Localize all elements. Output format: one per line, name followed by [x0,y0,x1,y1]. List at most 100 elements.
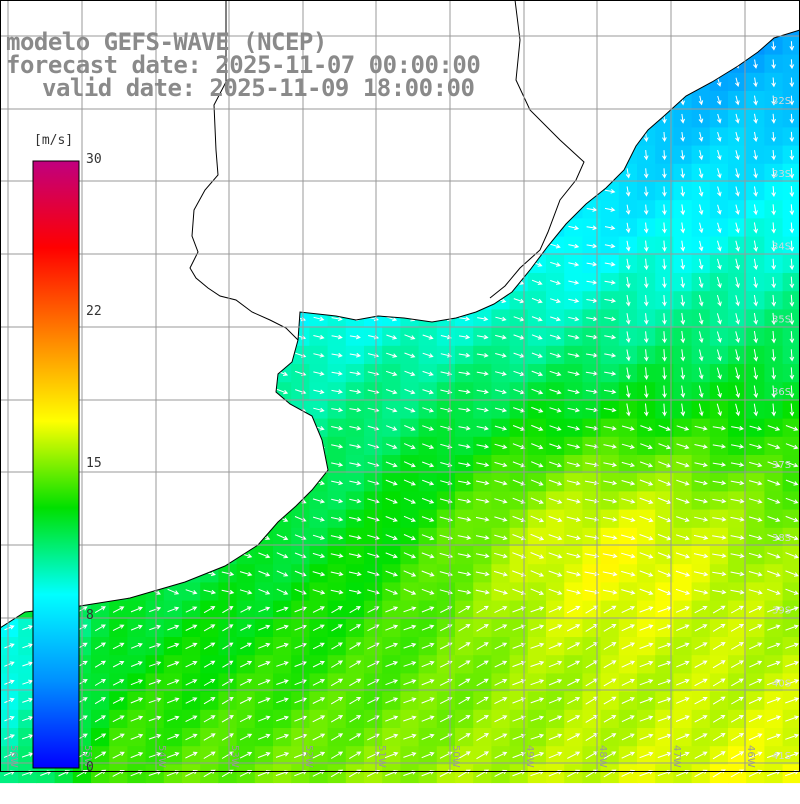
wind-arrow [771,59,776,70]
wind-arrow [717,204,722,215]
wind-arrow [603,444,617,449]
wind-arrow [567,751,581,759]
wind-arrow [693,534,709,540]
wind-arrow [312,606,325,613]
wind-arrow [421,516,435,522]
wind-arrow [239,733,253,741]
wind-arrow [567,425,581,431]
wind-arrow [698,403,704,417]
wind-arrow [385,516,398,522]
wind-arrow [568,298,580,303]
wind-arrow [421,588,435,595]
colorbar-bar [32,160,80,769]
wind-arrow [662,131,667,143]
wind-arrow [716,95,722,106]
wind-arrow [275,752,290,758]
wind-arrow [403,534,416,541]
wind-arrow [675,606,690,613]
wind-arrow [385,370,398,377]
wind-arrow [771,131,776,143]
wind-arrow [789,77,795,88]
wind-arrow [662,240,667,252]
wind-arrow [566,571,582,577]
wind-arrow [730,553,745,559]
wind-arrow [785,515,799,522]
wind-arrow [385,479,398,486]
longitude-label: 56W [8,745,19,768]
wind-arrow [385,588,399,595]
wind-arrow [712,714,726,723]
wind-arrow [475,516,490,522]
wind-arrow [494,715,508,723]
wind-arrow [753,186,758,197]
wind-arrow [643,313,649,325]
wind-arrow [712,751,726,760]
wind-arrow [276,661,289,667]
wind-arrow [331,407,344,413]
wind-arrow [476,751,489,760]
wind-arrow [221,589,235,595]
wind-arrow [349,371,362,376]
wind-arrow [512,715,526,722]
wind-arrow [680,276,686,289]
wind-arrow [585,462,599,467]
wind-arrow [698,240,704,252]
wind-arrow [221,571,235,577]
latitude-label: 34S [772,242,791,253]
wind-arrow [566,552,581,559]
wind-arrow [771,204,776,216]
wind-arrow [676,733,690,741]
wind-arrow [789,294,795,307]
wind-arrow [639,751,654,759]
wind-arrow [639,461,654,468]
wind-arrow [349,642,362,650]
wind-arrow [349,498,362,504]
wind-arrow [716,349,722,362]
wind-arrow [403,588,417,595]
wind-arrow [512,570,527,577]
wind-arrow [730,623,745,632]
wind-arrow [130,661,143,667]
wind-arrow [313,334,325,340]
wind-arrow [767,534,781,541]
wind-arrow [385,733,399,740]
wind-arrow [404,407,416,413]
wind-arrow [349,462,362,467]
wind-arrow [4,716,15,722]
wind-arrow [603,605,617,614]
wind-arrow [549,370,562,377]
wind-arrow [735,186,740,197]
wind-arrow [494,660,508,668]
wind-arrow [698,258,704,270]
wind-arrow [476,371,489,376]
wind-arrow [530,533,545,541]
wind-arrow [258,624,271,631]
wind-arrow [717,258,722,270]
longitude-labels: 56W 55W 54W 53W 52W 51W 50W 49W 48W 47W 46W [8,745,756,768]
wind-arrow [789,276,795,289]
wind-arrow [675,552,690,559]
wind-arrow [476,624,489,632]
wind-arrow [717,149,722,161]
wind-arrow [771,240,776,252]
wind-arrow [349,678,362,687]
wind-arrow [422,425,435,431]
wind-arrow [662,295,667,307]
wind-arrow [221,751,234,759]
wind-arrow [730,571,745,577]
wind-arrow [512,642,526,649]
wind-arrow [731,444,745,449]
wind-arrow [680,349,686,362]
wind-arrow [148,752,162,758]
wind-arrow [716,367,722,380]
wind-arrow [476,407,489,413]
wind-arrow [475,535,490,540]
wind-arrow [643,349,649,362]
wind-arrow [475,589,490,595]
wind-arrow [789,59,795,70]
wind-arrow [789,95,795,106]
wind-arrow [550,261,562,267]
longitude-label: 46W [745,745,756,768]
wind-arrow [771,367,777,380]
wind-arrow [567,389,580,395]
